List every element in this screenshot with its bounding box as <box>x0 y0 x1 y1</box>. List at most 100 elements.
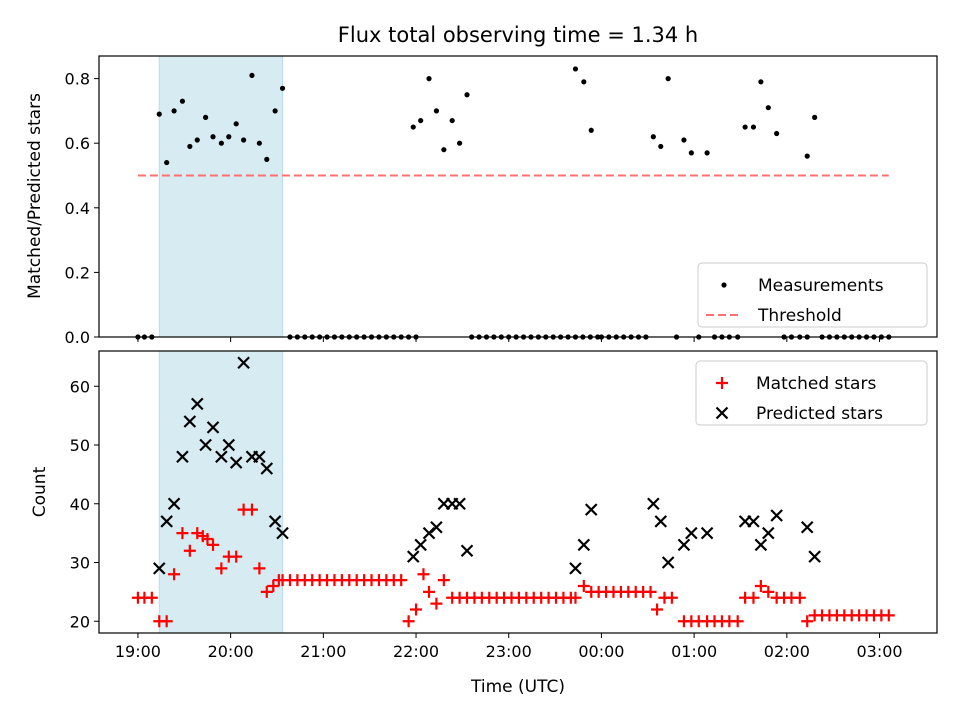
data-point <box>203 114 209 120</box>
data-point <box>688 150 694 156</box>
data-point <box>179 98 186 104</box>
data-point <box>176 527 189 540</box>
data-point <box>685 526 698 540</box>
data-point <box>700 526 714 540</box>
data-point <box>267 580 280 592</box>
data-point <box>774 130 780 137</box>
data-point <box>168 568 181 581</box>
legend-label: Matched stars <box>756 374 876 394</box>
bottom-plot-layer: 20 30 40 50 60 19:00 20:00 21:00 22:00 23:00 00:00… <box>70 350 903 661</box>
data-point <box>765 105 771 111</box>
data-point <box>572 66 579 72</box>
data-point <box>569 591 582 604</box>
data-point <box>650 134 656 140</box>
data-point <box>167 497 181 511</box>
highlight-span <box>158 55 284 338</box>
data-point <box>456 140 463 146</box>
data-point <box>742 124 748 130</box>
data-point <box>395 574 408 587</box>
highlight-span <box>158 350 284 634</box>
series-matched-stars <box>131 503 895 628</box>
data-point <box>808 550 821 563</box>
data-point <box>260 462 274 475</box>
data-point <box>661 556 675 569</box>
data-point <box>804 153 810 159</box>
data-point <box>584 503 598 516</box>
data-point <box>233 121 239 127</box>
top-panel-frame <box>98 55 938 338</box>
data-point <box>279 85 286 91</box>
y-tick-label: 20 <box>70 612 90 631</box>
data-point <box>577 538 591 552</box>
data-point <box>430 597 443 610</box>
top-plot-layer: 0.0 0.2 0.4 0.6 0.8 <box>65 55 892 347</box>
top-y-axis-label: Matched/Predicted stars <box>25 93 45 299</box>
legend-label: Measurements <box>758 276 884 296</box>
bottom-panel-frame <box>98 350 938 634</box>
legend-marker <box>715 406 729 420</box>
data-point <box>410 124 416 130</box>
legend-label: Threshold <box>757 306 842 326</box>
data-point <box>272 108 278 114</box>
data-point <box>747 591 760 604</box>
x-tick-label: 23:00 <box>486 642 532 661</box>
y-tick-label: 0.6 <box>65 134 90 153</box>
data-point <box>665 76 671 82</box>
y-tick-label: 50 <box>70 436 90 455</box>
data-point <box>681 137 687 143</box>
data-point <box>665 591 678 604</box>
data-point <box>215 562 228 575</box>
data-point <box>230 550 243 563</box>
data-point <box>704 150 710 156</box>
top-panel: 0.00.20.40.60.8 Matched/Predicted stars … <box>25 55 938 347</box>
y-tick-label: 0.2 <box>65 263 90 282</box>
x-tick-label: 19:00 <box>115 642 161 661</box>
data-point <box>201 533 214 545</box>
bottom-panel: 20 30 40 50 60 19:00 20:00 21:00 22:00 23:00 00:00… <box>30 350 938 697</box>
data-point <box>430 520 443 534</box>
data-point <box>433 108 440 114</box>
data-point <box>417 568 430 581</box>
figure-title: Flux total observing time = 1.34 h <box>338 23 698 47</box>
y-tick-label: 30 <box>70 554 90 573</box>
data-point <box>256 140 262 146</box>
bottom-legend: Matched stars Predicted stars <box>695 360 928 426</box>
data-point <box>253 450 266 464</box>
data-point <box>222 438 236 452</box>
data-point <box>245 503 258 516</box>
data-point <box>577 580 590 592</box>
data-point <box>183 544 196 557</box>
data-point <box>882 609 895 622</box>
data-point <box>260 585 273 598</box>
y-tick-label: 60 <box>70 377 90 396</box>
data-point <box>762 526 775 540</box>
data-point <box>754 580 767 592</box>
data-point <box>207 538 220 551</box>
data-point <box>241 137 247 143</box>
series-predicted-stars <box>152 356 821 575</box>
data-point <box>194 137 200 143</box>
y-tick-label: 0.8 <box>65 70 90 89</box>
data-point <box>276 526 289 540</box>
data-point <box>747 515 760 528</box>
data-point <box>160 515 173 528</box>
x-tick-label: 00:00 <box>578 642 624 661</box>
data-point <box>812 114 818 120</box>
legend-box <box>697 262 928 328</box>
data-point <box>801 615 814 628</box>
data-point <box>176 450 189 464</box>
y-tick-label: 0.0 <box>65 328 90 347</box>
data-point <box>190 397 204 411</box>
data-point <box>441 147 447 153</box>
data-point <box>183 415 197 428</box>
data-point <box>651 603 664 616</box>
x-tick-label: 20:00 <box>208 642 254 661</box>
data-point <box>654 515 668 528</box>
data-point <box>460 544 474 558</box>
data-point <box>206 421 220 434</box>
data-point <box>569 562 582 575</box>
data-point <box>145 591 158 604</box>
x-tick-label: 21:00 <box>300 642 346 661</box>
data-point <box>152 562 166 575</box>
